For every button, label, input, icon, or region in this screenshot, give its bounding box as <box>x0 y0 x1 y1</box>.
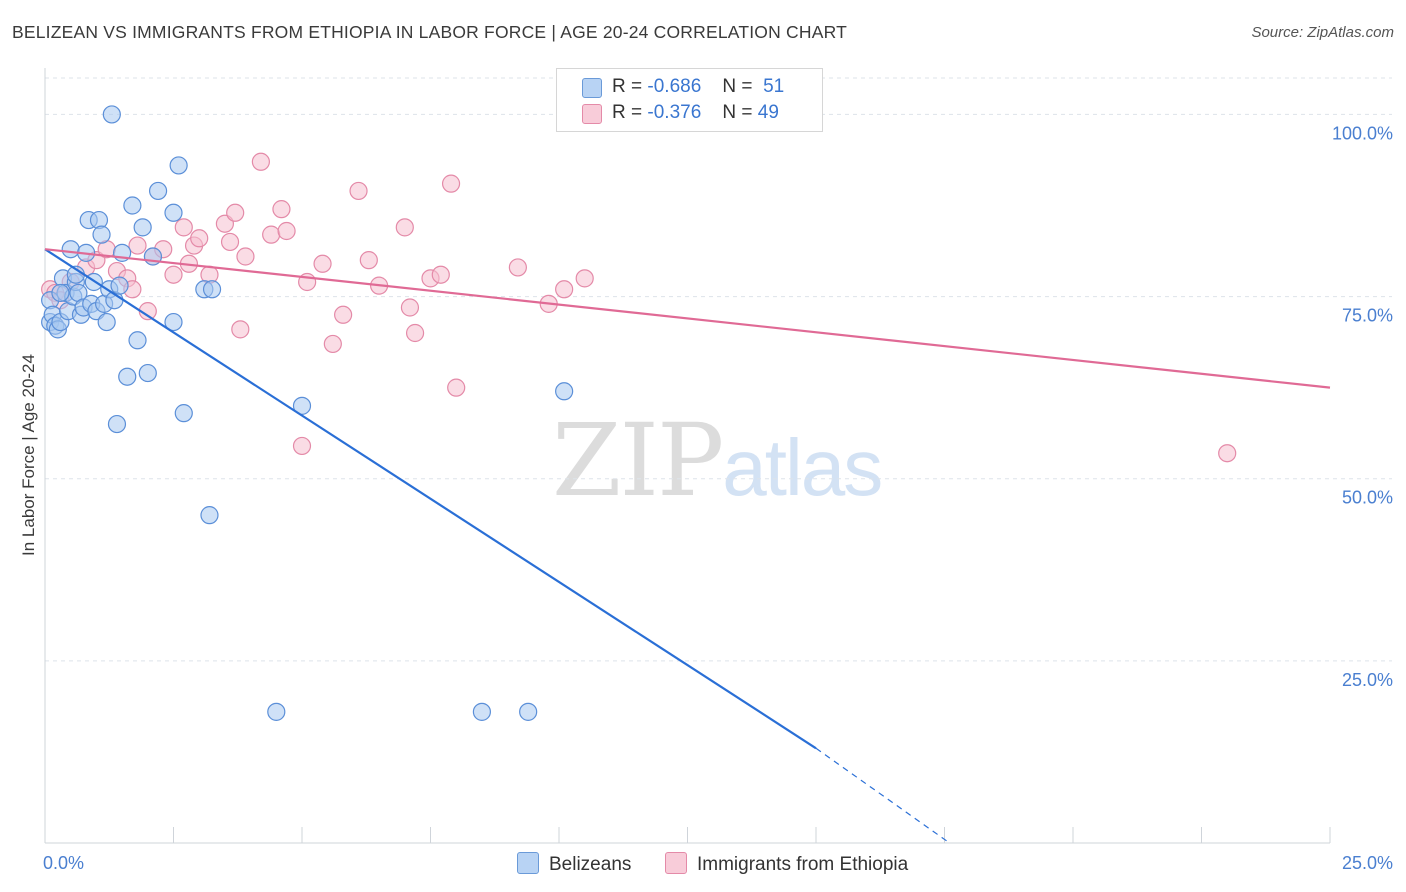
point-ethiopia <box>313 254 332 273</box>
bottom-legend-ethiopia: Immigrants from Ethiopia <box>665 852 908 876</box>
point-ethiopia <box>277 221 296 241</box>
point-belizean <box>51 283 70 303</box>
point-belizean <box>133 218 152 237</box>
y-axis-label: In Labor Force | Age 20-24 <box>19 354 38 556</box>
point-ethiopia <box>441 174 461 193</box>
point-ethiopia <box>395 218 414 237</box>
point-ethiopia <box>400 298 420 317</box>
point-ethiopia <box>220 232 240 252</box>
point-belizean <box>123 196 142 215</box>
bottom-legend-label: Immigrants from Ethiopia <box>697 854 909 875</box>
legend-swatch-pink <box>582 104 602 124</box>
legend-r-label: R = <box>612 102 643 123</box>
point-ethiopia <box>251 152 270 171</box>
point-ethiopia <box>190 229 209 248</box>
point-belizean <box>164 203 183 222</box>
point-belizean <box>128 331 147 350</box>
point-ethiopia <box>226 203 245 222</box>
watermark-zip: ZIP <box>552 402 724 519</box>
point-belizean <box>202 280 222 299</box>
bottom-legend-swatch-pink <box>665 852 687 874</box>
point-belizean <box>138 363 157 383</box>
trend-line-ethiopia <box>44 248 1331 389</box>
trend-lines <box>44 248 1331 844</box>
data-points <box>41 105 1237 721</box>
x-tick-label: 0.0% <box>43 853 84 873</box>
legend-n-value: 51 <box>763 76 785 97</box>
point-ethiopia <box>262 225 281 244</box>
point-ethiopia <box>405 323 425 343</box>
point-ethiopia <box>555 280 574 299</box>
point-ethiopia <box>1218 444 1237 463</box>
bottom-legend-belizeans: Belizeans <box>517 852 631 876</box>
legend-n-label: N = <box>722 76 753 97</box>
axes <box>44 68 1331 844</box>
point-belizean <box>61 240 80 259</box>
point-belizean <box>92 225 111 244</box>
tick-labels: 25.0% 50.0% 75.0% 100.0% 0.0% 25.0% <box>43 123 1393 873</box>
point-ethiopia <box>334 305 353 324</box>
point-belizean <box>148 181 168 201</box>
chart-title: BELIZEAN VS IMMIGRANTS FROM ETHIOPIA IN … <box>12 22 847 42</box>
point-ethiopia <box>174 218 193 237</box>
point-belizean <box>110 276 129 295</box>
point-ethiopia <box>359 251 378 270</box>
point-ethiopia <box>323 334 342 354</box>
correlation-legend: R = -0.686 N = 51 R = -0.376 N = 49 <box>556 68 823 132</box>
bottom-legend-label: Belizeans <box>549 854 632 875</box>
point-belizean <box>97 312 116 332</box>
legend-r-value: -0.686 <box>647 76 702 97</box>
point-ethiopia <box>272 200 291 219</box>
legend-r-value: -0.376 <box>647 102 702 123</box>
legend-n-label: N = <box>722 102 753 123</box>
trend-line-belizeans-extension <box>815 747 950 844</box>
point-ethiopia <box>128 236 147 255</box>
legend-r-label: R = <box>612 76 643 97</box>
bottom-legend-swatch-blue <box>517 852 539 874</box>
point-ethiopia <box>349 181 368 201</box>
point-belizean <box>169 156 188 175</box>
point-ethiopia <box>575 269 594 288</box>
point-ethiopia <box>292 436 312 456</box>
y-tick-label: 75.0% <box>1342 306 1393 326</box>
point-ethiopia <box>431 265 450 284</box>
point-ethiopia <box>231 320 250 339</box>
point-belizean <box>555 382 574 401</box>
trend-line-belizeans <box>44 248 817 750</box>
point-belizean <box>107 414 127 434</box>
point-belizean <box>102 105 121 124</box>
x-tick-label: 25.0% <box>1342 853 1393 873</box>
y-tick-label: 25.0% <box>1342 670 1393 690</box>
source-label: Source: ZipAtlas.com <box>1251 24 1394 41</box>
point-belizean <box>164 312 183 332</box>
point-belizean <box>267 702 286 721</box>
grid-lines <box>45 77 1392 662</box>
point-ethiopia <box>508 258 527 277</box>
y-tick-label: 50.0% <box>1342 488 1393 508</box>
watermark: ZIPatlas <box>552 402 883 519</box>
point-belizean <box>118 367 137 386</box>
y-tick-label: 100.0% <box>1332 123 1393 143</box>
point-ethiopia <box>164 265 183 284</box>
point-belizean <box>472 702 491 721</box>
legend-n-value: 49 <box>757 102 779 123</box>
point-ethiopia <box>236 247 255 266</box>
watermark-atlas: atlas <box>722 423 883 512</box>
point-ethiopia <box>447 378 466 397</box>
point-belizean <box>200 506 219 525</box>
legend-swatch-blue <box>582 78 602 98</box>
point-belizean <box>519 702 538 721</box>
point-belizean <box>174 404 193 423</box>
